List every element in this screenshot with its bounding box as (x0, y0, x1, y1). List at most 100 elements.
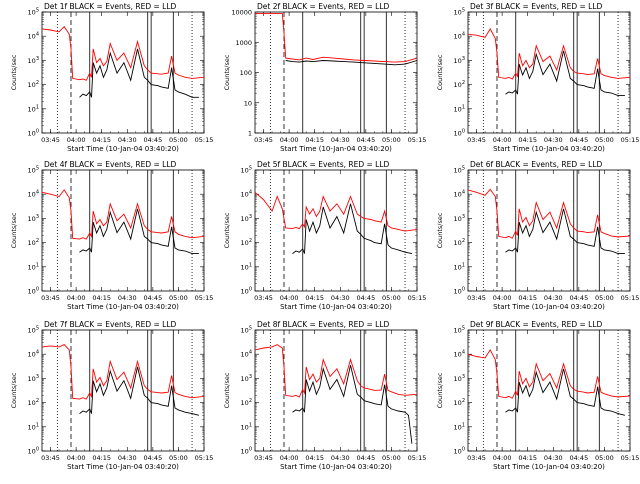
series-line-events (505, 50, 625, 97)
x-tick-label: 05:00 (169, 454, 188, 462)
y-tick-label: 105 (241, 166, 252, 175)
y-tick-label: 105 (28, 326, 39, 335)
x-tick-label: 04:00 (280, 454, 299, 462)
x-tick-label: 03:45 (41, 454, 60, 462)
series-line-events (79, 48, 199, 98)
x-tick-label: 04:45 (143, 294, 162, 302)
x-tick-label: 04:15 (518, 454, 537, 462)
x-tick-label: 04:15 (518, 294, 537, 302)
x-tick-label: 03:45 (467, 294, 486, 302)
x-tick-label: 05:15 (408, 294, 427, 302)
chart-title: Det 5f BLACK = Events, RED = LLD (257, 160, 390, 169)
y-tick-label: 102 (454, 398, 465, 407)
x-tick-label: 04:00 (280, 294, 299, 302)
chart-panel-5: Det 5f BLACK = Events, RED = LLD 100 101 10… (223, 160, 426, 311)
x-axis-label: Start Time (10-Jan-04 03:40:20) (493, 145, 605, 153)
chart-title: Det 4f BLACK = Events, RED = LLD (44, 160, 177, 169)
x-tick-label: 04:00 (67, 136, 86, 144)
y-axis-label: Counts/sec (436, 372, 444, 408)
x-tick-label: 05:15 (621, 454, 640, 462)
chart-panel-4: Det 4f BLACK = Events, RED = LLD 100 101 10… (10, 160, 213, 311)
y-tick-label: 100 (28, 129, 39, 138)
plot-frame (254, 169, 418, 292)
y-tick-label: 103 (28, 214, 39, 223)
x-tick-label: 03:45 (467, 136, 486, 144)
series-line-lld (254, 344, 418, 398)
x-tick-label: 05:15 (621, 136, 640, 144)
y-tick-label: 103 (454, 214, 465, 223)
series-line-lld (467, 27, 631, 80)
plot-frame (254, 11, 418, 134)
y-tick-label: 100 (240, 69, 252, 77)
x-tick-label: 05:00 (382, 454, 401, 462)
y-tick-label: 100 (454, 129, 465, 138)
y-tick-label: 100 (28, 287, 39, 296)
x-axis-label: Start Time (10-Jan-04 03:40:20) (280, 463, 392, 471)
y-tick-label: 1000 (235, 39, 252, 47)
x-tick-label: 04:00 (493, 294, 512, 302)
x-tick-label: 05:15 (195, 294, 214, 302)
y-tick-label: 101 (28, 104, 39, 113)
y-tick-label: 100 (454, 447, 465, 456)
y-tick-label: 102 (28, 398, 39, 407)
x-tick-label: 05:00 (169, 294, 188, 302)
x-tick-label: 04:30 (331, 294, 350, 302)
x-tick-label: 04:45 (143, 454, 162, 462)
series-line-lld (467, 349, 631, 399)
x-tick-label: 05:00 (595, 294, 614, 302)
y-tick-label: 100 (241, 287, 252, 296)
chart-title: Det 9f BLACK = Events, RED = LLD (470, 320, 603, 329)
y-tick-label: 103 (241, 374, 252, 383)
y-tick-label: 10 (244, 99, 252, 107)
x-tick-label: 03:45 (41, 294, 60, 302)
plot-frame (467, 329, 631, 452)
y-tick-label: 104 (454, 190, 465, 199)
x-tick-label: 04:45 (356, 454, 375, 462)
x-tick-label: 04:15 (92, 294, 111, 302)
x-axis-label: Start Time (10-Jan-04 03:40:20) (493, 463, 605, 471)
y-tick-label: 101 (241, 262, 252, 271)
x-tick-label: 04:30 (331, 136, 350, 144)
y-axis-label: Counts/sec (436, 54, 444, 90)
y-tick-label: 102 (241, 398, 252, 407)
x-axis-label: Start Time (10-Jan-04 03:40:20) (67, 463, 179, 471)
y-tick-label: 103 (28, 56, 39, 65)
y-tick-label: 105 (28, 8, 39, 17)
x-tick-label: 04:15 (518, 136, 537, 144)
series-line-events (292, 203, 412, 255)
y-tick-label: 103 (241, 214, 252, 223)
x-tick-label: 04:45 (569, 294, 588, 302)
chart-panel-1: Det 1f BLACK = Events, RED = LLD 100 101 10… (10, 2, 213, 153)
y-tick-label: 102 (454, 80, 465, 89)
x-tick-label: 04:15 (305, 454, 324, 462)
series-line-events (292, 365, 413, 444)
y-tick-label: 103 (454, 56, 465, 65)
chart-panel-2: Det 2f BLACK = Events, RED = LLD 1 10 100 10… (223, 2, 426, 153)
series-line-lld (41, 189, 205, 240)
plot-frame (41, 169, 205, 292)
y-tick-label: 101 (454, 422, 465, 431)
x-tick-label: 04:00 (67, 454, 86, 462)
y-tick-label: 105 (454, 326, 465, 335)
x-tick-label: 04:30 (118, 136, 137, 144)
y-tick-label: 101 (28, 262, 39, 271)
x-tick-label: 04:30 (118, 454, 137, 462)
x-tick-label: 05:00 (595, 136, 614, 144)
x-tick-label: 05:15 (195, 454, 214, 462)
y-tick-label: 105 (454, 8, 465, 17)
chart-title: Det 7f BLACK = Events, RED = LLD (44, 320, 177, 329)
x-tick-label: 04:45 (356, 136, 375, 144)
chart-panel-9: Det 9f BLACK = Events, RED = LLD 100 101 10… (436, 320, 639, 471)
x-axis-label: Start Time (10-Jan-04 03:40:20) (280, 303, 392, 311)
y-tick-label: 10000 (231, 9, 252, 17)
series-line-lld (255, 12, 418, 63)
y-tick-label: 104 (241, 190, 252, 199)
chart-panel-7: Det 7f BLACK = Events, RED = LLD 100 101 10… (10, 320, 213, 471)
y-tick-label: 100 (454, 287, 465, 296)
plot-frame (467, 11, 631, 134)
x-tick-label: 04:30 (544, 454, 563, 462)
y-tick-label: 102 (28, 238, 39, 247)
x-tick-label: 04:45 (356, 294, 375, 302)
y-tick-label: 1 (248, 130, 252, 138)
